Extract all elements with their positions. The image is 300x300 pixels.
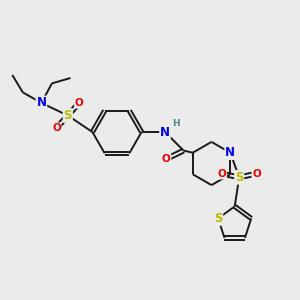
Text: H: H	[172, 119, 180, 128]
Text: S: S	[64, 109, 72, 122]
Text: N: N	[160, 125, 170, 139]
Text: O: O	[252, 169, 261, 179]
Text: O: O	[52, 123, 61, 133]
Text: O: O	[75, 98, 84, 108]
Text: N: N	[36, 96, 46, 110]
Text: S: S	[235, 171, 244, 184]
Text: N: N	[225, 146, 235, 159]
Text: S: S	[214, 212, 222, 225]
Text: O: O	[218, 169, 226, 179]
Text: O: O	[162, 154, 171, 164]
